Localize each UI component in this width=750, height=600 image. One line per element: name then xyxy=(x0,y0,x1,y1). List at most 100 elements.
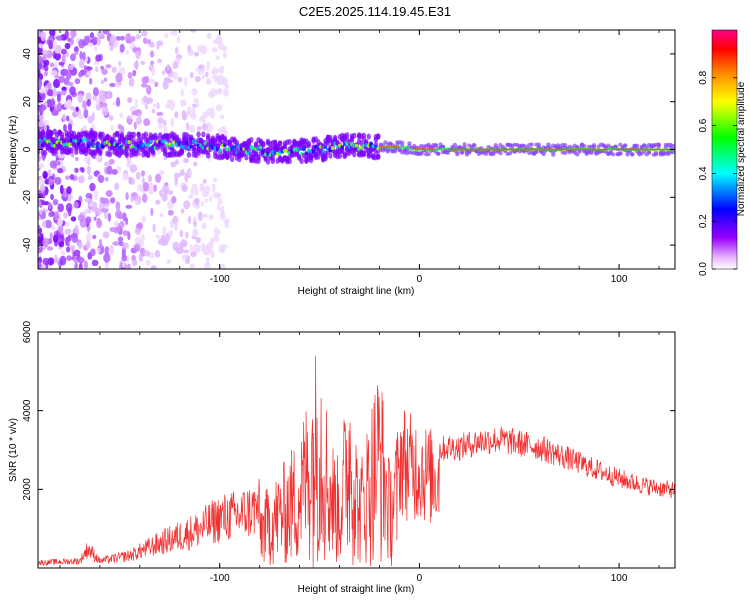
snr-x-tick-label: 100 xyxy=(611,573,628,584)
spectrogram-noise-mark xyxy=(93,216,97,221)
spectrogram-band-mark xyxy=(38,148,41,155)
spectrogram-noise-mark xyxy=(162,226,167,236)
spectrogram-noise-mark xyxy=(156,111,164,117)
spectrogram-noise-mark xyxy=(125,217,129,226)
spectrogram-noise-mark xyxy=(103,252,111,263)
spectrogram-core-mark xyxy=(148,139,153,144)
spectrogram-noise-mark xyxy=(212,39,219,45)
spectrogram-band-mark xyxy=(361,132,367,139)
colorbar-tick-label: 0.0 xyxy=(698,262,709,276)
spectrogram-noise-mark xyxy=(111,66,117,74)
spectrogram-noise-mark xyxy=(38,110,41,117)
spectrogram-noise-mark xyxy=(64,30,69,40)
spectrogram-noise-mark xyxy=(157,117,164,125)
spectrogram-noise-mark xyxy=(109,227,117,233)
spectrogram-noise-mark xyxy=(47,88,54,97)
spectrogram-noise-mark xyxy=(67,99,73,108)
spectrogram-noise-mark xyxy=(57,161,61,166)
spectrogram-noise-mark xyxy=(200,243,206,252)
spectrogram-noise-mark xyxy=(78,241,83,250)
spectrogram-noise-mark xyxy=(158,170,165,176)
spectrogram-noise-mark xyxy=(98,238,103,249)
spectrogram-noise-mark xyxy=(91,111,95,122)
spectrogram-noise-mark xyxy=(183,157,190,164)
spectrogram-noise-mark xyxy=(194,204,200,210)
spectrogram-noise-mark xyxy=(216,204,221,211)
colorbar-tick-label: 0.6 xyxy=(698,118,709,132)
colorbar-tick-label: 0.8 xyxy=(698,70,709,84)
spectrogram-core-mark xyxy=(127,140,131,145)
spectrogram-noise-mark xyxy=(108,115,114,121)
spectrogram-noise-mark xyxy=(67,123,73,132)
spectrogram-noise-mark xyxy=(141,30,148,37)
spectrogram-band-mark xyxy=(107,151,113,158)
spectrogram-noise-mark xyxy=(57,153,65,159)
spectrogram-band-mark xyxy=(196,131,201,138)
snr-series-line xyxy=(38,355,675,568)
spectrogram-noise-mark xyxy=(47,257,55,266)
spectrogram-x-tick-label: 100 xyxy=(611,274,628,285)
spectrogram-noise-mark xyxy=(100,79,105,85)
spectrogram-noise-mark xyxy=(94,66,99,73)
spectrogram-noise-mark xyxy=(69,245,76,250)
spectrogram-noise-mark xyxy=(133,121,137,130)
spectrogram-noise-mark xyxy=(89,248,96,257)
spectrogram-noise-mark xyxy=(187,215,192,224)
spectrogram-noise-mark xyxy=(141,83,148,88)
spectrogram-noise-mark xyxy=(220,205,225,215)
spectrogram-band-mark xyxy=(380,143,386,148)
spectrogram-noise-mark xyxy=(117,236,124,243)
spectrogram-noise-mark xyxy=(187,106,192,115)
spectrogram-core-mark xyxy=(146,143,151,148)
spectrogram-noise-mark xyxy=(126,157,132,167)
spectrogram-noise-mark xyxy=(101,68,108,75)
colorbar: 0.0 0.2 0.4 0.6 0.8 Normalized spectral ampl… xyxy=(698,29,747,276)
spectrogram-noise-mark xyxy=(143,250,151,257)
spectrogram-core-mark xyxy=(302,147,306,152)
spectrogram-noise-mark xyxy=(166,64,171,71)
spectrogram-band-mark xyxy=(131,131,137,138)
spectrogram-noise-mark xyxy=(74,224,79,235)
spectrogram-noise-mark xyxy=(60,48,67,55)
spectrogram-noise-mark xyxy=(66,84,70,92)
spectrogram-noise-mark xyxy=(219,114,225,120)
spectrogram-noise-mark xyxy=(103,161,111,167)
spectrogram-noise-mark xyxy=(95,54,102,62)
spectrogram-noise-mark xyxy=(188,124,196,133)
spectrogram-noise-mark xyxy=(152,223,156,233)
spectrogram-noise-mark xyxy=(166,259,172,265)
spectrogram-band-mark xyxy=(308,157,314,164)
spectrogram-band-mark xyxy=(630,152,635,157)
spectrogram-noise-mark xyxy=(48,211,53,217)
spectrogram-noise-mark xyxy=(82,100,88,110)
spectrogram-noise-mark xyxy=(140,170,146,177)
spectrogram-noise-mark xyxy=(109,34,116,45)
spectrogram-noise-mark xyxy=(44,219,52,229)
spectrogram-noise-mark xyxy=(150,60,155,65)
spectrogram-noise-mark xyxy=(39,88,46,94)
spectrogram-noise-mark xyxy=(151,265,156,269)
spectrogram-noise-mark xyxy=(180,208,185,214)
spectrogram-noise-mark xyxy=(71,233,79,243)
spectrogram-noise-mark xyxy=(159,189,163,197)
spectrogram-noise-mark xyxy=(38,56,43,65)
spectrogram-noise-mark xyxy=(42,170,48,179)
spectrogram-noise-mark xyxy=(38,243,43,248)
spectrogram-noise-mark xyxy=(129,164,138,173)
spectrogram-noise-mark xyxy=(190,113,197,120)
spectrogram-noise-mark xyxy=(197,211,203,222)
spectrogram-band-mark xyxy=(471,142,477,147)
spectrogram-noise-mark xyxy=(217,198,223,206)
spectrogram-noise-mark xyxy=(137,222,144,230)
spectrogram-noise-mark xyxy=(75,106,79,112)
snr-frame xyxy=(37,331,676,569)
spectrogram-noise-mark xyxy=(42,49,50,55)
spectrogram-noise-mark xyxy=(135,33,142,40)
spectrogram-band-mark xyxy=(277,140,283,147)
spectrogram-band-mark xyxy=(256,157,261,164)
spectrogram-noise-mark xyxy=(126,97,133,103)
spectrogram-noise-mark xyxy=(83,260,88,269)
spectrogram-noise-mark xyxy=(185,231,189,239)
spectrogram-noise-mark xyxy=(69,86,76,96)
spectrogram-noise-mark xyxy=(151,108,156,114)
